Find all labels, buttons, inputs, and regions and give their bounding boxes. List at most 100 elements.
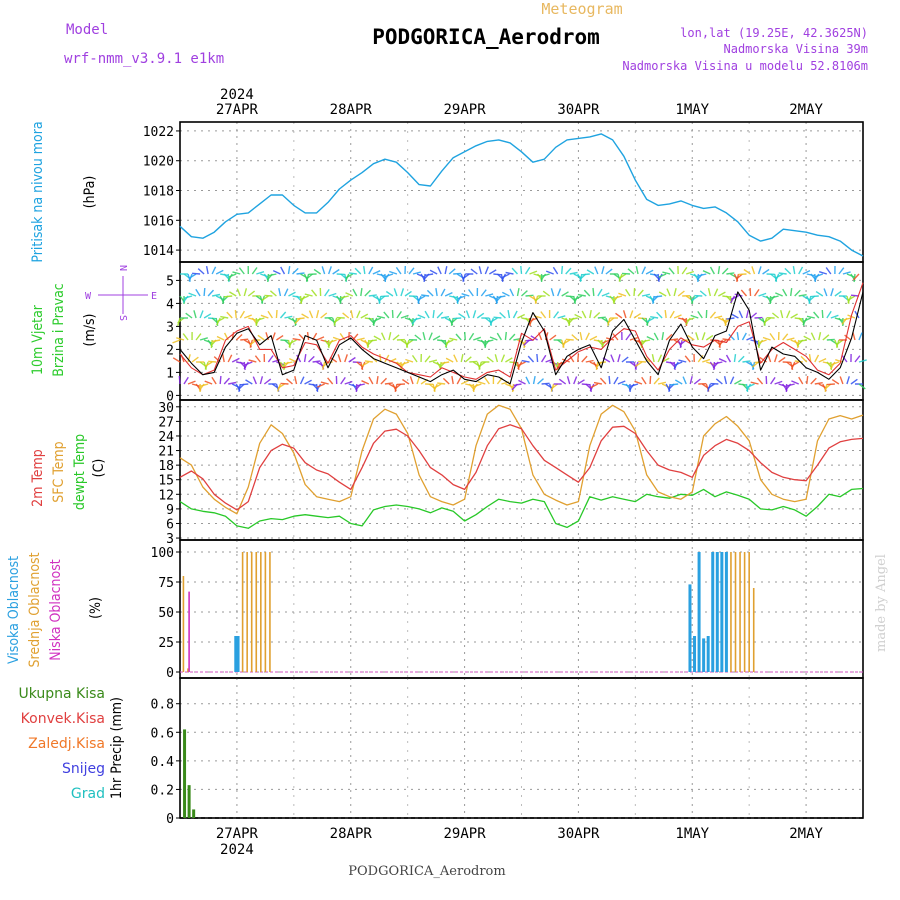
wind-arrow bbox=[625, 288, 631, 297]
wind-arrow bbox=[822, 334, 830, 341]
wind-arrow bbox=[835, 359, 844, 363]
wind-arrow bbox=[565, 267, 572, 275]
wind-arrow bbox=[256, 317, 265, 321]
wind-arrow bbox=[327, 377, 334, 385]
precip-legend-0: Ukupna Kisa bbox=[18, 686, 105, 702]
wind-arrow bbox=[540, 311, 547, 319]
wind-arrow bbox=[791, 361, 800, 367]
wind-arrow bbox=[557, 288, 562, 297]
x-tick-label-top: 30APR bbox=[557, 102, 600, 118]
wind-arrow bbox=[858, 383, 866, 390]
wind-arrow bbox=[577, 353, 580, 363]
wind-arrow bbox=[368, 339, 377, 342]
wind-arrow bbox=[507, 309, 511, 319]
precip-legend-3: Snijeg bbox=[62, 761, 105, 777]
wind-arrow bbox=[621, 356, 629, 363]
wind-arrow bbox=[682, 376, 687, 385]
y-tick-label: 1 bbox=[166, 366, 174, 381]
x-tick-label-top: 29APR bbox=[444, 102, 487, 118]
wind-arrow bbox=[444, 291, 453, 297]
wind-arrow bbox=[786, 383, 795, 387]
wind-arrow bbox=[778, 383, 787, 388]
wind-arrow bbox=[183, 376, 189, 385]
wind-arrow bbox=[656, 311, 663, 319]
wind-arrow bbox=[203, 313, 212, 319]
wind-arrow bbox=[629, 310, 634, 319]
wind-arrow bbox=[306, 332, 310, 341]
wind-arrow bbox=[333, 317, 342, 324]
wind-arrow bbox=[585, 332, 590, 341]
wind-arrow bbox=[668, 267, 675, 275]
cloud-high-bar bbox=[724, 552, 728, 672]
wind-arrow bbox=[532, 375, 536, 385]
wind-arrow bbox=[736, 331, 740, 341]
x-year-top: 2024 bbox=[220, 87, 254, 103]
wind-arrow bbox=[311, 289, 318, 297]
wind-arrow bbox=[826, 338, 835, 341]
wind-arrow bbox=[566, 376, 571, 385]
wind-arrow bbox=[509, 288, 515, 297]
wind-arrow bbox=[782, 288, 788, 297]
wind-arrow bbox=[184, 295, 193, 299]
cloud-high-bar bbox=[688, 584, 692, 672]
wind-arrow bbox=[313, 268, 322, 275]
wind-arrow bbox=[593, 311, 601, 319]
wind-arrow bbox=[207, 289, 215, 297]
wind-arrow bbox=[462, 273, 470, 280]
wind-arrow bbox=[315, 383, 322, 392]
wind-arrow bbox=[521, 290, 528, 297]
wind-arrow bbox=[364, 289, 371, 297]
wind-arrow bbox=[613, 376, 619, 385]
wind-arrow bbox=[212, 339, 221, 343]
wind-arrow bbox=[608, 375, 611, 385]
wind-arrow bbox=[733, 354, 737, 363]
wind-arrow bbox=[758, 292, 767, 297]
wind-arrow bbox=[380, 377, 387, 385]
y-tick-label: 50 bbox=[158, 606, 174, 621]
wind-arrow bbox=[654, 295, 663, 298]
wind-arrow bbox=[786, 337, 795, 341]
wind-arrow bbox=[372, 270, 381, 275]
wind-arrow bbox=[296, 272, 305, 275]
wind-arrow bbox=[191, 356, 199, 363]
wind-arrow bbox=[645, 269, 654, 275]
wind-arrow bbox=[389, 270, 398, 275]
wind-arrow bbox=[605, 268, 613, 275]
cloud-low-ylabel: Niska Oblacnost bbox=[48, 559, 64, 661]
wind-arrow bbox=[847, 295, 856, 301]
wind-arrow bbox=[858, 359, 867, 363]
wind-arrow bbox=[657, 354, 663, 363]
wind-arrow bbox=[424, 355, 431, 363]
wind-arrow bbox=[490, 317, 498, 323]
wind-arrow bbox=[641, 293, 651, 297]
wind-arrow bbox=[301, 313, 309, 319]
wind-arrow bbox=[670, 338, 679, 341]
wind-arrow bbox=[810, 295, 819, 298]
cloud-high-bar bbox=[711, 552, 715, 672]
panel-frame bbox=[179, 677, 864, 819]
wind-arrow bbox=[633, 313, 642, 319]
wind-arrow bbox=[350, 310, 354, 319]
wind-arrow bbox=[478, 266, 483, 275]
precip-legend-4: Grad bbox=[71, 786, 105, 802]
wind-arrow bbox=[296, 317, 305, 320]
y-tick-label: 4 bbox=[166, 297, 174, 312]
precip-total-bar bbox=[187, 785, 191, 818]
wind-arrow bbox=[276, 335, 284, 341]
wind-arrow bbox=[288, 291, 296, 297]
wind-arrow bbox=[320, 381, 329, 385]
wind-arrow bbox=[195, 333, 202, 341]
wind-arrow bbox=[517, 313, 526, 319]
wind-arrow bbox=[642, 339, 651, 343]
wind-arrow bbox=[842, 271, 851, 275]
wind-arrow bbox=[705, 334, 714, 341]
wind-arrow bbox=[356, 310, 361, 319]
wind-arrow bbox=[340, 377, 346, 385]
wind-arrow bbox=[597, 316, 606, 319]
y-tick-label: 6 bbox=[166, 517, 174, 532]
wind-arrow bbox=[850, 294, 860, 297]
wind-arrow bbox=[240, 338, 249, 341]
wind-arrow bbox=[618, 273, 627, 279]
model-elevation: Nadmorska Visina u modelu 52.8106m bbox=[622, 59, 868, 73]
wind-arrow bbox=[480, 289, 487, 297]
